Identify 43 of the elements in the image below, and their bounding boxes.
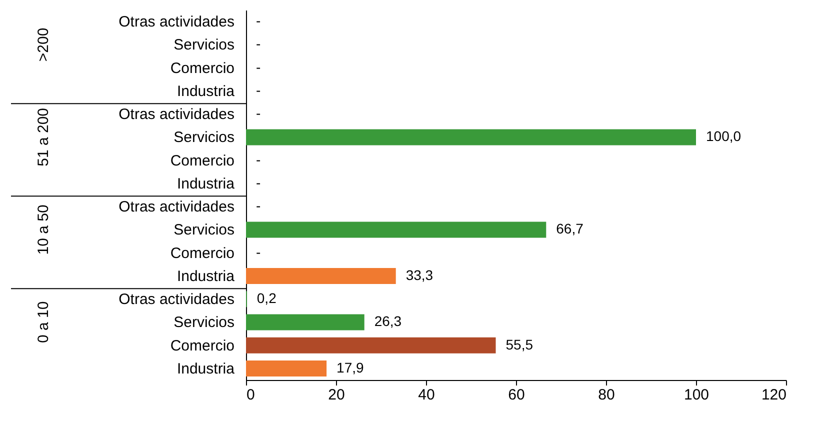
- y-tick-label: Otras actividades: [118, 198, 234, 216]
- x-tick-label: 120: [761, 386, 786, 404]
- data-label: 33,3: [406, 266, 434, 283]
- y-tick-label: Comercio: [170, 152, 234, 170]
- data-label: 100,0: [706, 128, 742, 144]
- text: -: [256, 174, 261, 190]
- y-tick-label: Servicios: [174, 129, 234, 146]
- data-label: 66,7: [556, 220, 584, 237]
- text: -: [256, 36, 261, 52]
- y-tick-label: Otras actividades: [118, 106, 234, 124]
- x-tick-label: 80: [598, 386, 615, 404]
- text: 0 a 10: [35, 301, 52, 344]
- data-label: 55,5: [506, 336, 534, 352]
- y-tick-label: Comercio: [170, 244, 234, 262]
- y-tick-label: Comercio: [170, 60, 234, 77]
- y-tick-label: Industria: [176, 360, 236, 378]
- data-label: 26,3: [374, 313, 402, 330]
- y-tick-label: Servicios: [174, 36, 234, 54]
- data-label: 0,2: [256, 290, 277, 306]
- text: 51 a 200: [35, 108, 52, 166]
- y-tick-label: Industria: [176, 82, 236, 100]
- x-tick-label: 20: [328, 386, 345, 404]
- text: -: [256, 82, 261, 98]
- text: -: [256, 12, 261, 29]
- text: >200: [35, 28, 52, 62]
- text: -: [256, 198, 261, 214]
- data-label: 17,9: [336, 359, 364, 376]
- text: -: [256, 151, 261, 168]
- text: -: [256, 244, 261, 260]
- y-tick-label: Otras actividades: [118, 291, 234, 308]
- x-tick-label: 60: [508, 386, 525, 404]
- x-tick-label: 40: [418, 386, 435, 404]
- y-tick-label: Industria: [176, 175, 236, 192]
- y-tick-label: Comercio: [170, 337, 234, 354]
- x-tick-label: 0: [246, 386, 255, 404]
- y-tick-label: Servicios: [174, 314, 234, 332]
- y-tick-label: Industria: [176, 268, 236, 285]
- y-tick-label: Otras actividades: [118, 14, 234, 31]
- y-tick-label: Servicios: [174, 222, 234, 239]
- text: -: [256, 58, 261, 75]
- x-tick-label: 100: [684, 386, 710, 404]
- text: 10 a 50: [35, 204, 52, 255]
- text: -: [256, 105, 261, 122]
